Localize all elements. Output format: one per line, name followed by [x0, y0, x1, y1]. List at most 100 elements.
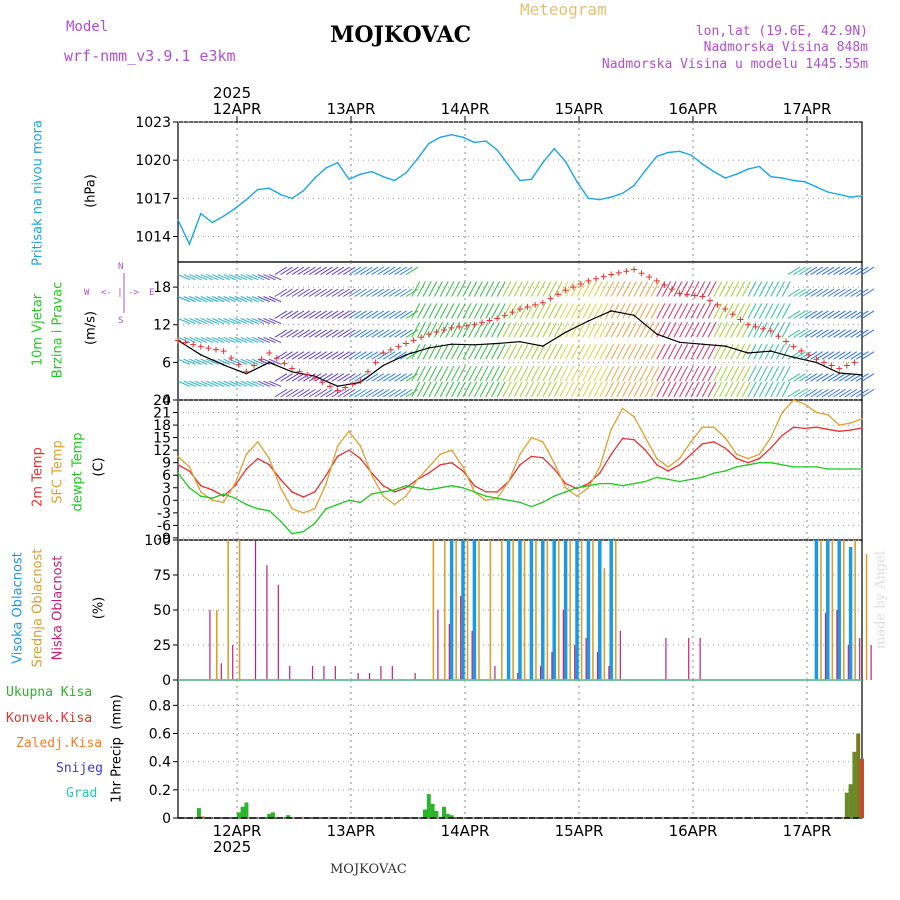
wind-arrow: [388, 373, 402, 382]
wind-gust-marker: [395, 343, 402, 350]
temp-line-0-point: [257, 457, 259, 460]
wind-arrow: [314, 266, 328, 275]
temp-line-2-point: [827, 468, 829, 470]
cloud-bar-0: [814, 540, 819, 680]
precip-bar: [426, 794, 431, 818]
wind-gust-marker: [585, 277, 592, 284]
wind-speed-line-point: [519, 340, 521, 343]
wind-arrow: [200, 296, 214, 303]
wind-arrow: [274, 288, 288, 297]
wind-gust-marker: [441, 326, 447, 333]
wind-arrow: [861, 288, 875, 297]
wind-arrow: [605, 303, 614, 319]
wind-arrow: [229, 317, 242, 325]
wind-gust-marker: [843, 362, 850, 369]
cloud-bar-2: [847, 645, 849, 680]
wind-arrow: [456, 322, 466, 338]
wind-gust-marker: [729, 311, 736, 318]
wind-speed-line-point: [656, 333, 658, 335]
day-label-top: 14APR: [441, 100, 490, 118]
wind-arrow: [320, 288, 333, 297]
wind-arrow: [405, 388, 419, 398]
wind-arrow: [565, 381, 575, 398]
wind-gust-marker: [410, 337, 417, 344]
wind-arrow: [679, 381, 689, 398]
wind-arrow: [741, 381, 751, 398]
temperature-ytick-label: 18: [153, 418, 171, 434]
temp-line-1-point: [564, 486, 567, 489]
wind-arrow: [679, 365, 689, 382]
wind-arrow: [605, 281, 614, 297]
wind-arrow: [673, 303, 683, 319]
wind-arrow: [246, 336, 259, 343]
wind-arrow: [542, 303, 552, 319]
pressure-line-point: [234, 207, 236, 210]
wind-arrow: [462, 303, 472, 319]
wind-arrow: [582, 322, 592, 338]
temp-line-2-point: [553, 495, 555, 497]
wind-arrow: [707, 365, 717, 382]
wind-arrow: [223, 274, 236, 281]
wind-arrow: [542, 322, 552, 338]
temp-line-0-point: [473, 484, 476, 487]
wind-arrow: [787, 329, 801, 338]
wind-arrow: [701, 322, 711, 338]
temp-line-2-point: [530, 505, 533, 508]
legend-total-rain: Ukupna Kisa: [6, 685, 93, 700]
wind-arrow: [400, 373, 413, 382]
wind-arrow: [804, 266, 818, 275]
temp-line-0-point: [735, 457, 738, 460]
cloud-bar-2: [220, 663, 222, 680]
wind-arrow: [354, 351, 367, 360]
wind-arrow: [274, 388, 288, 398]
wind-arrow: [627, 365, 637, 382]
compass-west: W: [84, 288, 90, 298]
temp-line-2-point: [758, 461, 761, 464]
wind-arrow: [707, 281, 717, 297]
wind-gust-marker: [691, 292, 698, 299]
wind-arrow: [861, 266, 875, 275]
wind-arrow: [758, 381, 768, 398]
wind-arrow: [479, 322, 489, 338]
pressure-line-point: [701, 163, 704, 165]
wind-arrow: [445, 343, 455, 360]
temp-line-1-point: [257, 440, 259, 443]
wind-arrow: [439, 365, 449, 382]
cloud-bar-1: [489, 540, 492, 680]
temp-line-0-point: [314, 491, 316, 493]
wind-arrow: [747, 322, 757, 338]
wind-arrow: [861, 351, 875, 360]
temp-line-2-point: [291, 532, 293, 535]
wind-arrow: [736, 303, 746, 319]
temp-line-0-point: [724, 447, 726, 449]
wind-arrow: [667, 365, 677, 382]
wind-arrow: [644, 365, 654, 382]
temp-line-0-point: [656, 463, 658, 466]
day-label-bottom: 15APR: [555, 822, 604, 840]
wind-speed-line-point: [222, 364, 225, 366]
wind-arrow: [787, 351, 801, 360]
pressure-line-point: [450, 133, 453, 136]
wind-arrow: [559, 281, 569, 297]
wind-arrow: [280, 310, 293, 319]
wind-arrow: [787, 388, 801, 398]
wind-arrow: [468, 281, 478, 297]
wind-gust-marker: [342, 384, 349, 391]
wind-arrow: [838, 351, 852, 360]
wind-arrow: [434, 365, 443, 382]
wind-arrow: [189, 358, 202, 365]
wind-gust-marker: [547, 295, 554, 302]
wind-arrow: [183, 274, 196, 281]
wind-arrow: [502, 343, 512, 360]
wind-arrow: [644, 381, 654, 398]
wind-arrow: [764, 381, 774, 398]
wind-arrow: [257, 358, 271, 365]
precip-bar: [449, 815, 454, 818]
wind-arrow: [388, 310, 402, 319]
wind-arrow: [741, 365, 751, 382]
wind-gust-marker: [593, 275, 599, 282]
pressure-ytick-label: 1017: [135, 191, 171, 207]
temp-line-0-point: [667, 470, 669, 472]
wind-arrow: [553, 365, 563, 382]
wind-arrow: [827, 288, 841, 297]
